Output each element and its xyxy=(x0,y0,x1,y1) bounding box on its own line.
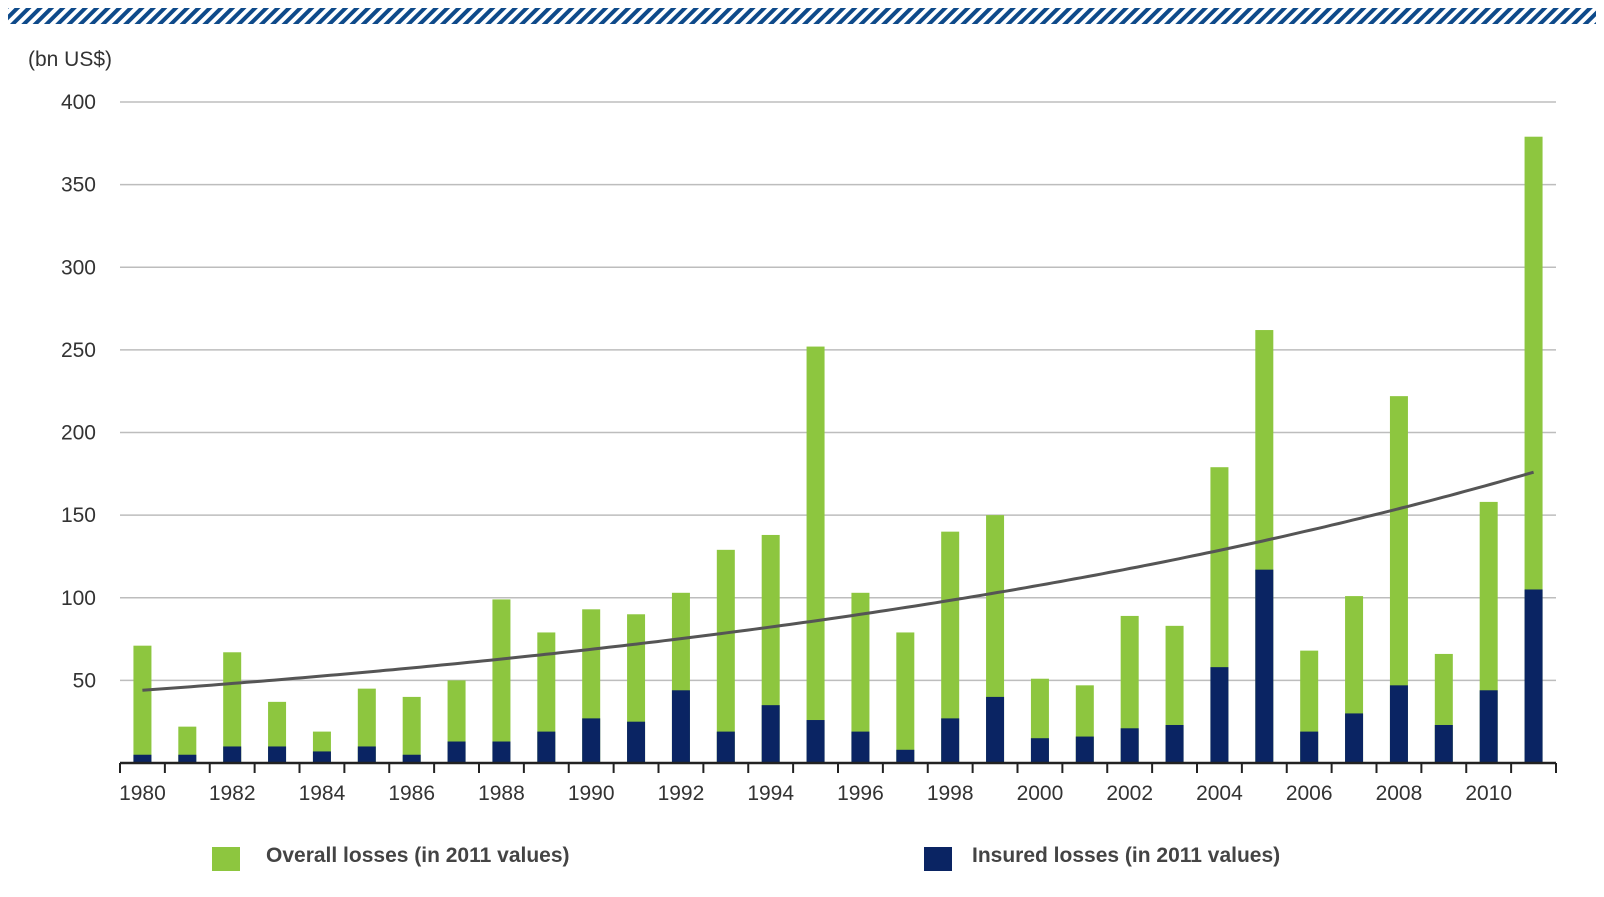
y-tick-label-250: 250 xyxy=(61,339,96,362)
y-tick-label-50: 50 xyxy=(73,669,96,692)
bar-insured-1995 xyxy=(807,720,825,763)
x-tick-label-1982: 1982 xyxy=(209,782,256,805)
bar-insured-2006 xyxy=(1300,732,1318,763)
x-tick-label-1992: 1992 xyxy=(658,782,705,805)
bar-insured-2007 xyxy=(1345,713,1363,763)
bar-insured-1991 xyxy=(627,722,645,763)
bar-insured-1984 xyxy=(313,751,331,763)
y-tick-label-100: 100 xyxy=(61,587,96,610)
y-axis-ticks: 50 100 150 200 250 300 350 400 xyxy=(61,91,96,692)
legend-swatch-overall xyxy=(212,847,240,871)
bar-overall-1982 xyxy=(223,652,241,763)
top-stripe-band xyxy=(8,8,1596,24)
bar-insured-1998 xyxy=(941,718,959,763)
bars xyxy=(133,137,1542,763)
bar-insured-2001 xyxy=(1076,737,1094,763)
bar-insured-2004 xyxy=(1210,667,1228,763)
bar-insured-1993 xyxy=(717,732,735,763)
bar-insured-1985 xyxy=(358,746,376,763)
bar-insured-2000 xyxy=(1031,738,1049,763)
bar-overall-1993 xyxy=(717,550,735,763)
bar-insured-1999 xyxy=(986,697,1004,763)
legend: Overall losses (in 2011 values) Insured … xyxy=(212,844,1280,871)
bar-insured-2009 xyxy=(1435,725,1453,763)
bar-insured-1987 xyxy=(448,742,466,763)
bar-insured-2002 xyxy=(1121,728,1139,763)
bar-insured-2010 xyxy=(1480,690,1498,763)
bar-insured-1996 xyxy=(851,732,869,763)
bar-insured-1992 xyxy=(672,690,690,763)
bar-insured-1997 xyxy=(896,750,914,763)
bar-insured-2011 xyxy=(1525,589,1543,763)
x-axis-ticks: 1980 1982 1984 1986 1988 1990 1992 1994 1996 1998… xyxy=(119,782,1512,805)
bar-insured-2008 xyxy=(1390,685,1408,763)
bar-overall-1980 xyxy=(133,646,151,763)
y-unit-label: (bn US$) xyxy=(28,48,112,71)
x-tick-label-2010: 2010 xyxy=(1465,782,1512,805)
bar-insured-1988 xyxy=(492,742,510,763)
legend-swatch-insured xyxy=(924,847,952,871)
y-tick-label-400: 400 xyxy=(61,91,96,114)
x-tick-label-1984: 1984 xyxy=(299,782,346,805)
y-tick-label-200: 200 xyxy=(61,422,96,445)
legend-label-insured: Insured losses (in 2011 values) xyxy=(972,844,1280,867)
y-tick-label-350: 350 xyxy=(61,174,96,197)
x-tick-label-2002: 2002 xyxy=(1106,782,1153,805)
bar-insured-1983 xyxy=(268,746,286,763)
legend-label-overall: Overall losses (in 2011 values) xyxy=(266,844,570,867)
x-tick-label-2004: 2004 xyxy=(1196,782,1243,805)
bar-insured-2005 xyxy=(1255,570,1273,763)
trend-line xyxy=(142,472,1533,690)
bar-insured-2003 xyxy=(1166,725,1184,763)
bar-overall-1997 xyxy=(896,632,914,763)
x-tick-label-1996: 1996 xyxy=(837,782,884,805)
x-tick-label-1990: 1990 xyxy=(568,782,615,805)
bar-insured-1994 xyxy=(762,705,780,763)
bar-insured-1982 xyxy=(223,746,241,763)
x-tick-label-2000: 2000 xyxy=(1017,782,1064,805)
bar-overall-1986 xyxy=(403,697,421,763)
y-tick-label-300: 300 xyxy=(61,256,96,279)
x-tick-label-1980: 1980 xyxy=(119,782,166,805)
bar-insured-1989 xyxy=(537,732,555,763)
y-tick-label-150: 150 xyxy=(61,504,96,527)
bar-overall-1988 xyxy=(492,599,510,763)
x-tick-label-1988: 1988 xyxy=(478,782,525,805)
x-tick-label-1994: 1994 xyxy=(747,782,794,805)
x-axis xyxy=(120,763,1556,773)
x-tick-label-1986: 1986 xyxy=(388,782,435,805)
x-tick-label-1998: 1998 xyxy=(927,782,974,805)
x-tick-label-2008: 2008 xyxy=(1376,782,1423,805)
bar-insured-1990 xyxy=(582,718,600,763)
x-tick-label-2006: 2006 xyxy=(1286,782,1333,805)
bar-overall-1995 xyxy=(807,347,825,763)
gridlines xyxy=(120,102,1556,680)
